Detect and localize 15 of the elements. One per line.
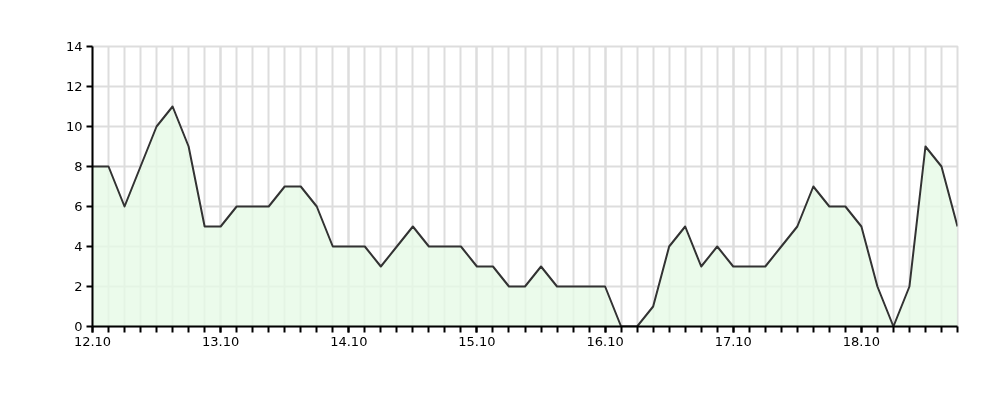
y-tick-label: 8 xyxy=(74,159,83,174)
x-tick-label: 17.10 xyxy=(714,333,752,349)
x-tick-label: 12.10 xyxy=(73,333,112,349)
y-tick-label: 10 xyxy=(65,119,83,134)
y-tick-label: 2 xyxy=(74,279,83,294)
y-tick-label: 14 xyxy=(65,39,83,54)
y-tick-label: 6 xyxy=(74,199,83,214)
x-tick-label: 13.10 xyxy=(202,333,240,349)
x-tick-label: 15.10 xyxy=(458,333,496,349)
x-tick-label: 14.10 xyxy=(330,333,368,349)
y-tick-label: 0 xyxy=(74,319,83,334)
x-tick-label: 18.10 xyxy=(842,333,880,349)
y-tick-label: 4 xyxy=(74,239,83,254)
x-tick-label: 16.10 xyxy=(586,333,624,349)
y-tick-label: 12 xyxy=(65,79,83,94)
